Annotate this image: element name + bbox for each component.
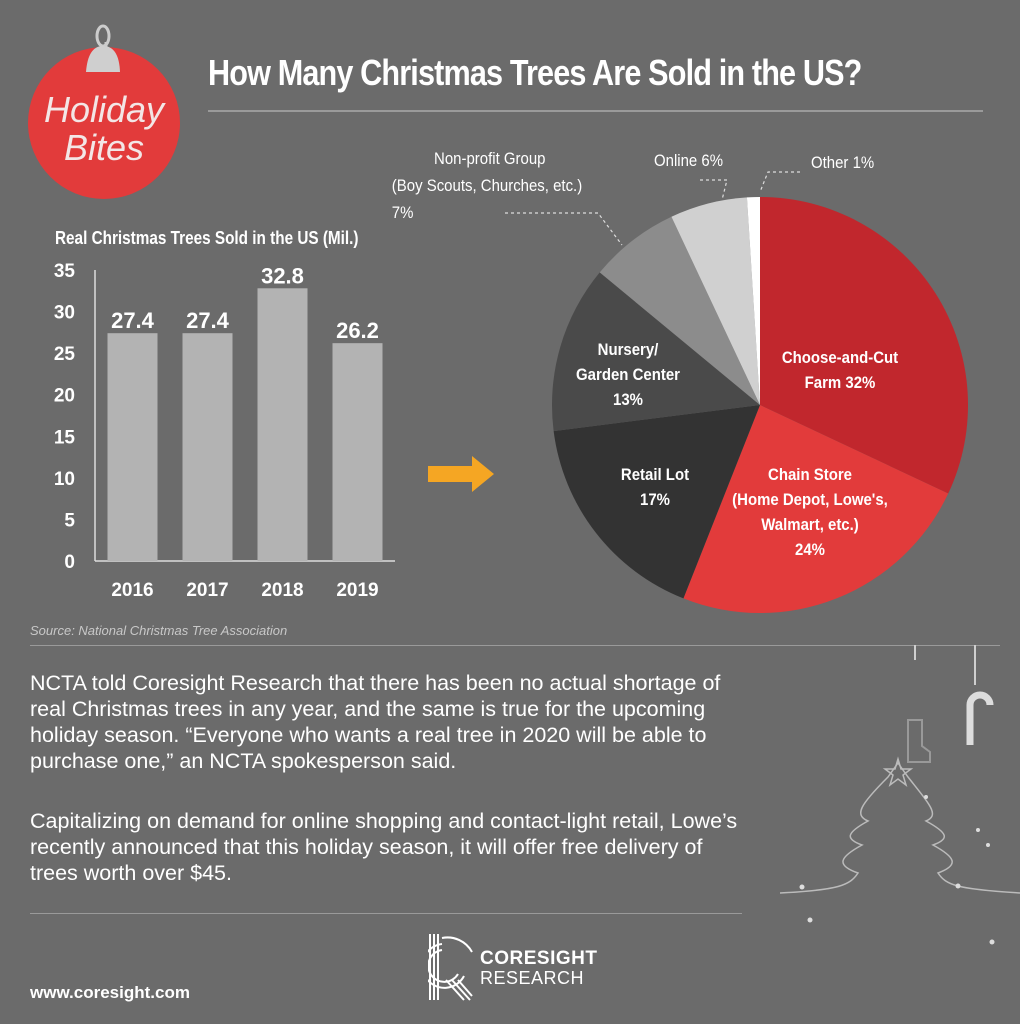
bar-chart: 0 5 10 15 20 25 30 35 27.4 2016 27.4 2017 32.8 2018 26…: [54, 261, 395, 601]
coresight-logo-icon: [428, 934, 473, 1001]
bar-chart-title: Real Christmas Trees Sold in the US (Mil…: [55, 228, 359, 248]
brand-name: CORESIGHT: [480, 948, 598, 969]
data-label: 27.4: [186, 308, 230, 333]
y-tick-label: 30: [54, 303, 75, 324]
arrow-right-icon: [428, 456, 494, 492]
x-tick-label: 2018: [261, 580, 303, 601]
x-tick-label: 2019: [336, 580, 378, 601]
brand-subtitle: RESEARCH: [480, 968, 585, 988]
pie-label-non-profit: Non-profit Group (Boy Scouts, Churches, e…: [391, 149, 583, 222]
pie-slice-6: [746, 197, 760, 405]
leader-line-other: [759, 171, 800, 193]
y-tick-label: 10: [54, 469, 75, 490]
divider: [208, 110, 983, 112]
x-tick-label: 2016: [111, 580, 153, 601]
christmas-decorations: [780, 645, 1020, 945]
bar-2017: [182, 333, 233, 561]
bar-2016: [107, 333, 158, 561]
pie-label-online: Online 6%: [654, 151, 724, 170]
pie-label-retail-lot: Retail Lot 17%: [620, 465, 690, 509]
bar-2019: [332, 343, 383, 561]
leader-line-online: [700, 179, 728, 201]
pie-slice-3: [552, 272, 760, 432]
pie-label-other: Other 1%: [811, 153, 875, 172]
y-tick-label: 0: [64, 552, 75, 573]
leader-line-non-profit: [505, 212, 623, 246]
pie-slice-5: [671, 197, 760, 405]
christmas-tree-icon: [780, 756, 1020, 894]
bar-2018: [257, 288, 308, 561]
data-label: 26.2: [336, 318, 379, 343]
data-label: 32.8: [261, 263, 304, 288]
paragraph-shortage: NCTA told Coresight Research that there …: [30, 671, 721, 773]
candy-cane-icon: [966, 691, 994, 745]
page-title: How Many Christmas Trees Are Sold in the…: [208, 52, 862, 93]
y-tick-label: 25: [54, 344, 76, 365]
pie-label-chain-store: Chain Store (Home Depot, Lowe's, Walmart, …: [732, 465, 888, 559]
pie-slice-2: [553, 405, 760, 599]
pie-slice-0: [760, 197, 969, 494]
website-link[interactable]: www.coresight.com: [30, 983, 190, 1002]
pie-slice-1: [683, 405, 949, 613]
paragraph-lowes: Capitalizing on demand for online shoppi…: [30, 809, 738, 885]
y-tick-label: 5: [64, 510, 75, 531]
holiday-bites-logo: Holiday Bites: [28, 24, 180, 199]
data-label: 27.4: [111, 308, 155, 333]
pie-slice-4: [599, 216, 760, 405]
y-tick-label: 15: [54, 427, 76, 448]
pie-label-choose-and-cut: Choose-and-Cut Farm 32%: [781, 348, 899, 392]
divider: [30, 645, 1000, 646]
stocking-icon: [907, 719, 931, 763]
svg-text:Bites: Bites: [64, 127, 144, 168]
svg-text:Holiday: Holiday: [44, 89, 166, 130]
y-tick-label: 35: [54, 261, 76, 282]
y-tick-label: 20: [54, 386, 75, 407]
divider: [30, 913, 742, 914]
source-note: Source: National Christmas Tree Associat…: [30, 623, 288, 638]
pie-chart: [505, 171, 969, 613]
star-icons: [799, 795, 995, 945]
x-tick-label: 2017: [186, 580, 228, 601]
pie-label-nursery: Nursery/Garden Center 13%: [576, 340, 680, 409]
